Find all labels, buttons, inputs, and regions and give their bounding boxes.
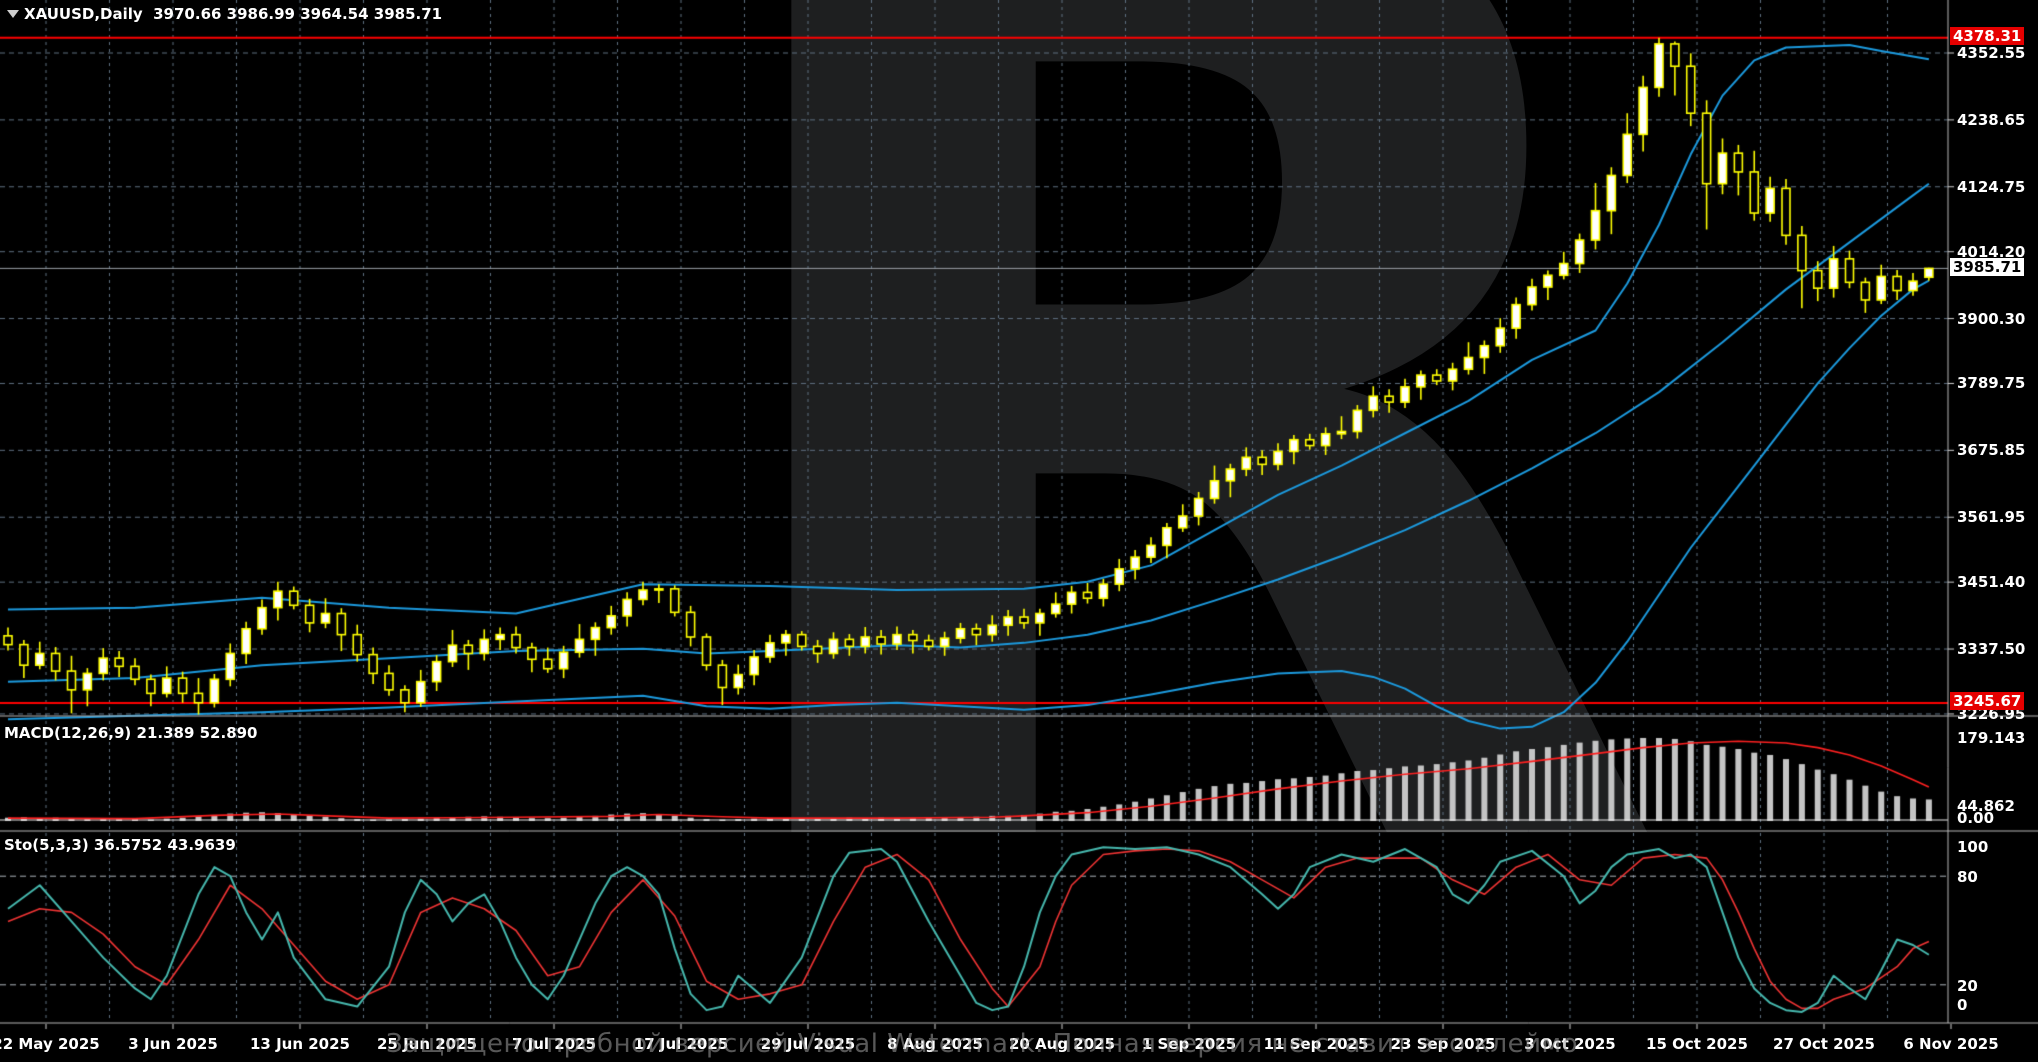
date-label: 3 Jun 2025	[128, 1035, 218, 1053]
date-label: 22 May 2025	[0, 1035, 100, 1053]
ohlc-quote-label: 3970.66 3986.99 3964.54 3985.71	[153, 5, 443, 23]
sto-axis-label: 100	[1957, 838, 1989, 856]
date-label: 1 Sep 2025	[1141, 1035, 1237, 1053]
date-label: 20 Aug 2025	[1008, 1035, 1116, 1053]
price-axis-label: 3900.30	[1957, 309, 2026, 328]
date-label: 6 Nov 2025	[1903, 1035, 1999, 1053]
symbol-dropdown-icon[interactable]	[7, 10, 19, 18]
macd-axis-max: 179.143	[1957, 729, 2026, 747]
sto-axis-label: 0	[1957, 996, 1968, 1014]
sto-indicator-label: Sto(5,3,3) 36.5752 43.9639	[4, 836, 236, 854]
date-label: 8 Aug 2025	[887, 1035, 983, 1053]
current-price-label: 3985.71	[1950, 258, 2025, 277]
date-label: 13 Jun 2025	[249, 1035, 351, 1053]
price-axis-label: 3337.50	[1957, 640, 2026, 659]
date-label: 17 Jul 2025	[633, 1035, 729, 1053]
chart-title: XAUUSD,Daily 3970.66 3986.99 3964.54 398…	[24, 5, 442, 23]
price-axis-label: 3451.40	[1957, 573, 2026, 592]
trial-watermark-text: Защищено пробной версией Visual Watermar…	[386, 1029, 1579, 1059]
price-axis-label: 3675.85	[1957, 441, 2026, 460]
sto-axis-label: 80	[1957, 868, 1978, 886]
sto-axis-label: 20	[1957, 977, 1978, 995]
price-axis-label: 4014.20	[1957, 242, 2026, 261]
support-low-price-label: 3245.67	[1950, 691, 2025, 710]
price-axis-label: 4238.65	[1957, 110, 2026, 129]
price-axis-label: 4352.55	[1957, 44, 2026, 62]
date-label: 23 Sep 2025	[1390, 1035, 1496, 1053]
macd-axis-current: 44.862	[1957, 797, 2015, 815]
date-label: 29 Jul 2025	[760, 1035, 856, 1053]
date-label: 25 Jun 2025	[376, 1035, 478, 1053]
price-axis-label: 3789.75	[1957, 374, 2026, 393]
price-axis-label: 4124.75	[1957, 177, 2026, 196]
date-label: 11 Sep 2025	[1263, 1035, 1369, 1053]
record-high-price-label: 4378.31	[1950, 26, 2025, 45]
macd-axis-zero: 0.00	[1957, 809, 1995, 827]
date-label: 15 Oct 2025	[1646, 1035, 1748, 1053]
macd-indicator-label: MACD(12,26,9) 21.389 52.890	[4, 724, 258, 742]
date-label: 27 Oct 2025	[1773, 1035, 1875, 1053]
price-axis-label: 3561.95	[1957, 508, 2026, 527]
date-label: 7 Jul 2025	[511, 1035, 597, 1053]
symbol-period-label: XAUUSD,Daily	[24, 5, 143, 23]
date-label: 3 Oct 2025	[1524, 1035, 1616, 1053]
